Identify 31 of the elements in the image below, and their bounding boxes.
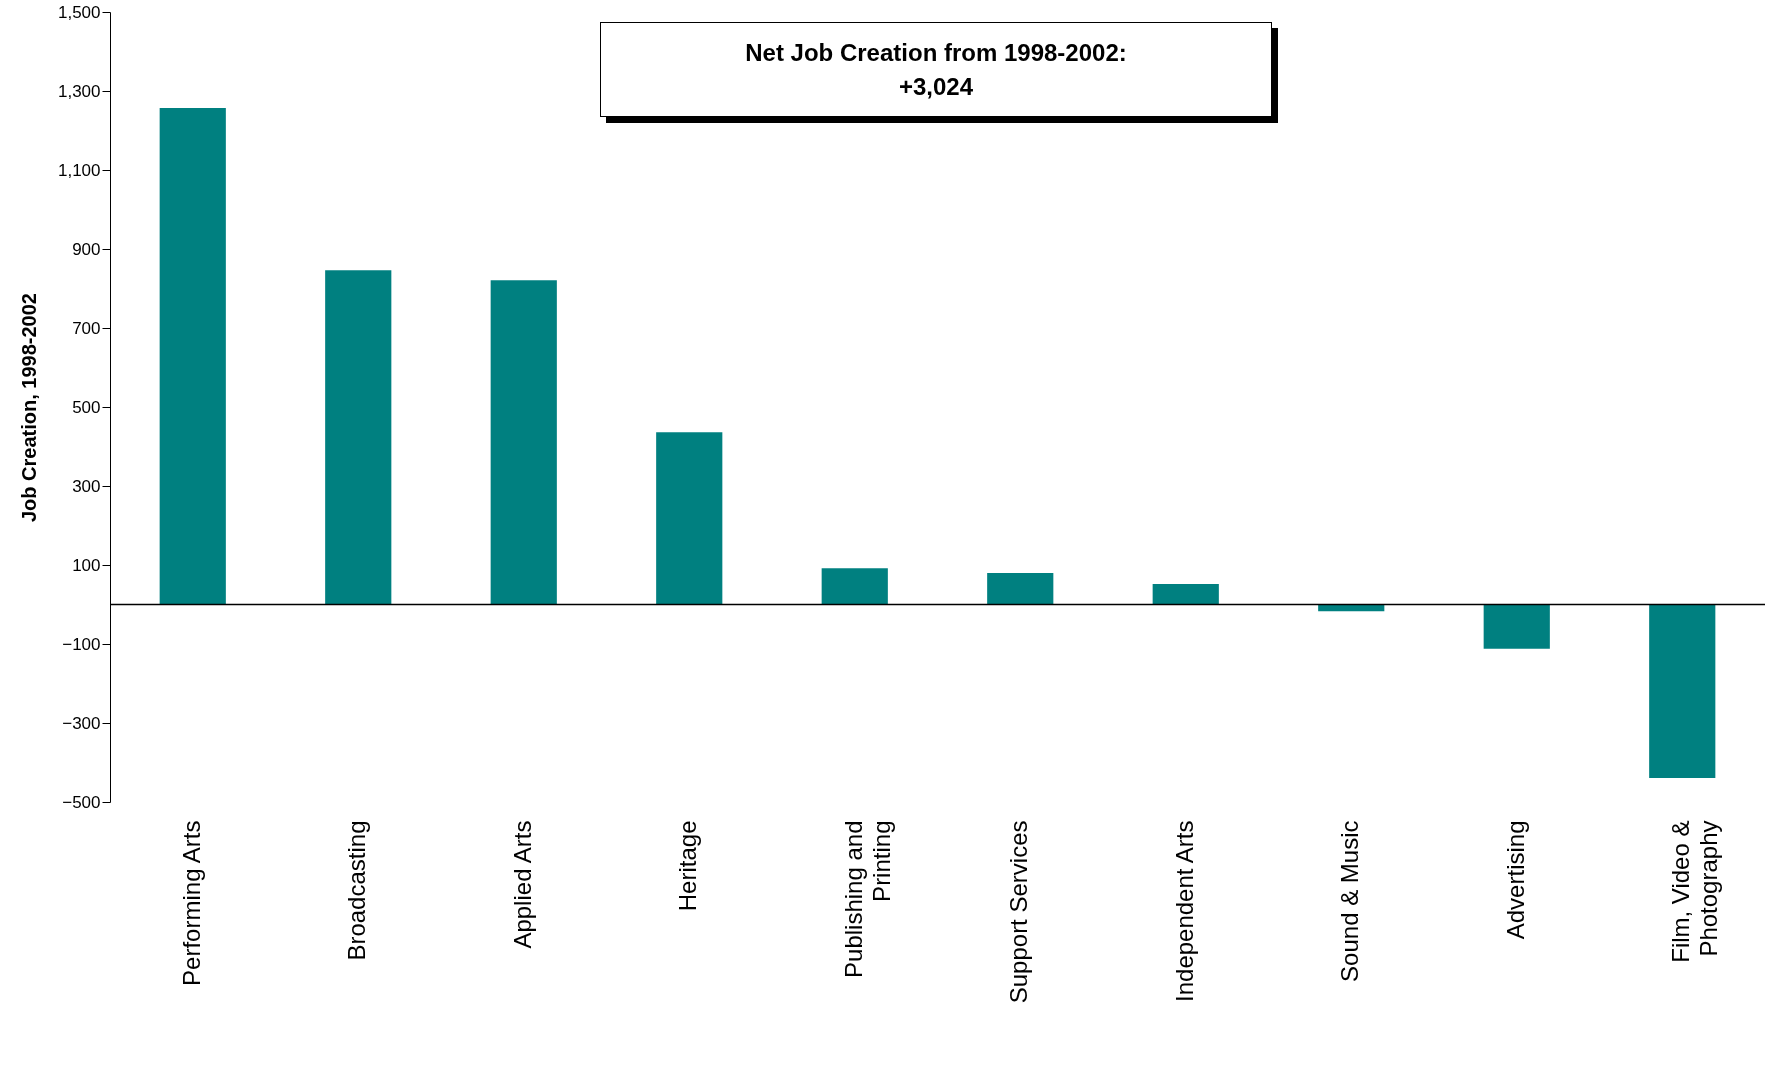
y-tick-label: 1,500: [57, 2, 101, 22]
x-tick-label: Support Services: [1005, 820, 1033, 1004]
y-tick-label: 900: [72, 239, 101, 259]
x-tick-label: Heritage: [674, 820, 702, 912]
y-tick-label: −500: [62, 792, 101, 812]
x-tick-label: Film, Video & Photography: [1667, 820, 1723, 963]
bar: [325, 270, 392, 605]
x-tick-label: Advertising: [1501, 820, 1529, 940]
x-tick-label: Applied Arts: [508, 820, 536, 949]
bar: [987, 572, 1054, 605]
x-tick-label: Broadcasting: [343, 820, 371, 961]
y-tick-label: 1,300: [57, 81, 101, 101]
bar: [656, 432, 723, 605]
bar: [1152, 583, 1219, 605]
x-tick-label: Independent Arts: [1170, 820, 1198, 1002]
y-tick-label: 300: [72, 476, 101, 496]
y-tick-label: 1,100: [57, 160, 101, 180]
bar: [1649, 604, 1716, 778]
y-tick-label: 500: [72, 397, 101, 417]
bar: [490, 280, 557, 605]
y-tick-label: −300: [62, 713, 101, 733]
y-axis-title: Job Creation, 1998-2002: [17, 293, 40, 522]
y-tick-label: 700: [72, 318, 101, 338]
x-tick-label: Publishing and Printing: [839, 820, 895, 978]
x-tick-label: Sound & Music: [1336, 820, 1364, 982]
y-tick-label: −100: [62, 634, 101, 654]
bar: [1483, 604, 1550, 649]
bar: [821, 568, 888, 605]
y-tick-label: 100: [72, 555, 101, 575]
x-tick-label: Performing Arts: [177, 820, 205, 986]
bar: [159, 107, 226, 605]
